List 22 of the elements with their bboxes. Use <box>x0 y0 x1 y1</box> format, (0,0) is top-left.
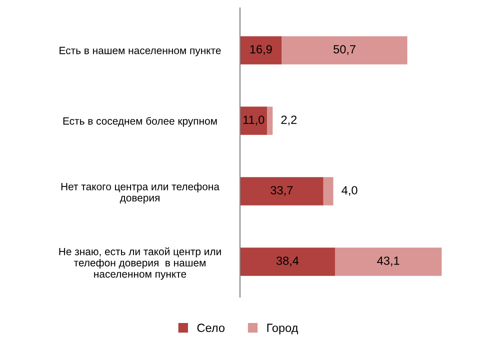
data-label: 11,0 <box>243 116 264 126</box>
bar <box>335 248 442 276</box>
y-tick-label: Есть в нашем населенном пункте <box>60 46 221 56</box>
bar <box>323 177 334 206</box>
bar <box>240 177 324 206</box>
data-label: 38,4 <box>276 256 299 266</box>
bar <box>267 106 273 135</box>
data-label: 33,7 <box>270 186 293 196</box>
data-label: 50,7 <box>334 45 356 55</box>
legend-label: Село <box>197 324 225 332</box>
data-label: 43,1 <box>377 256 400 266</box>
bar <box>240 248 336 276</box>
y-tick-label: Есть в соседнем более крупном <box>63 116 217 127</box>
bar <box>282 36 408 64</box>
data-label: 16,9 <box>250 45 272 55</box>
bar <box>240 106 268 135</box>
data-label: 4,0 <box>342 186 358 196</box>
y-tick-label: Не знаю, есть ли такой центр или телефон доверия в нашем населенном пункте <box>59 247 221 280</box>
data-label: 2,2 <box>281 116 297 126</box>
bar <box>240 36 282 64</box>
y-tick-label: Нет такого центра или телефона доверия <box>61 182 220 204</box>
legend-label: Город <box>267 324 298 334</box>
